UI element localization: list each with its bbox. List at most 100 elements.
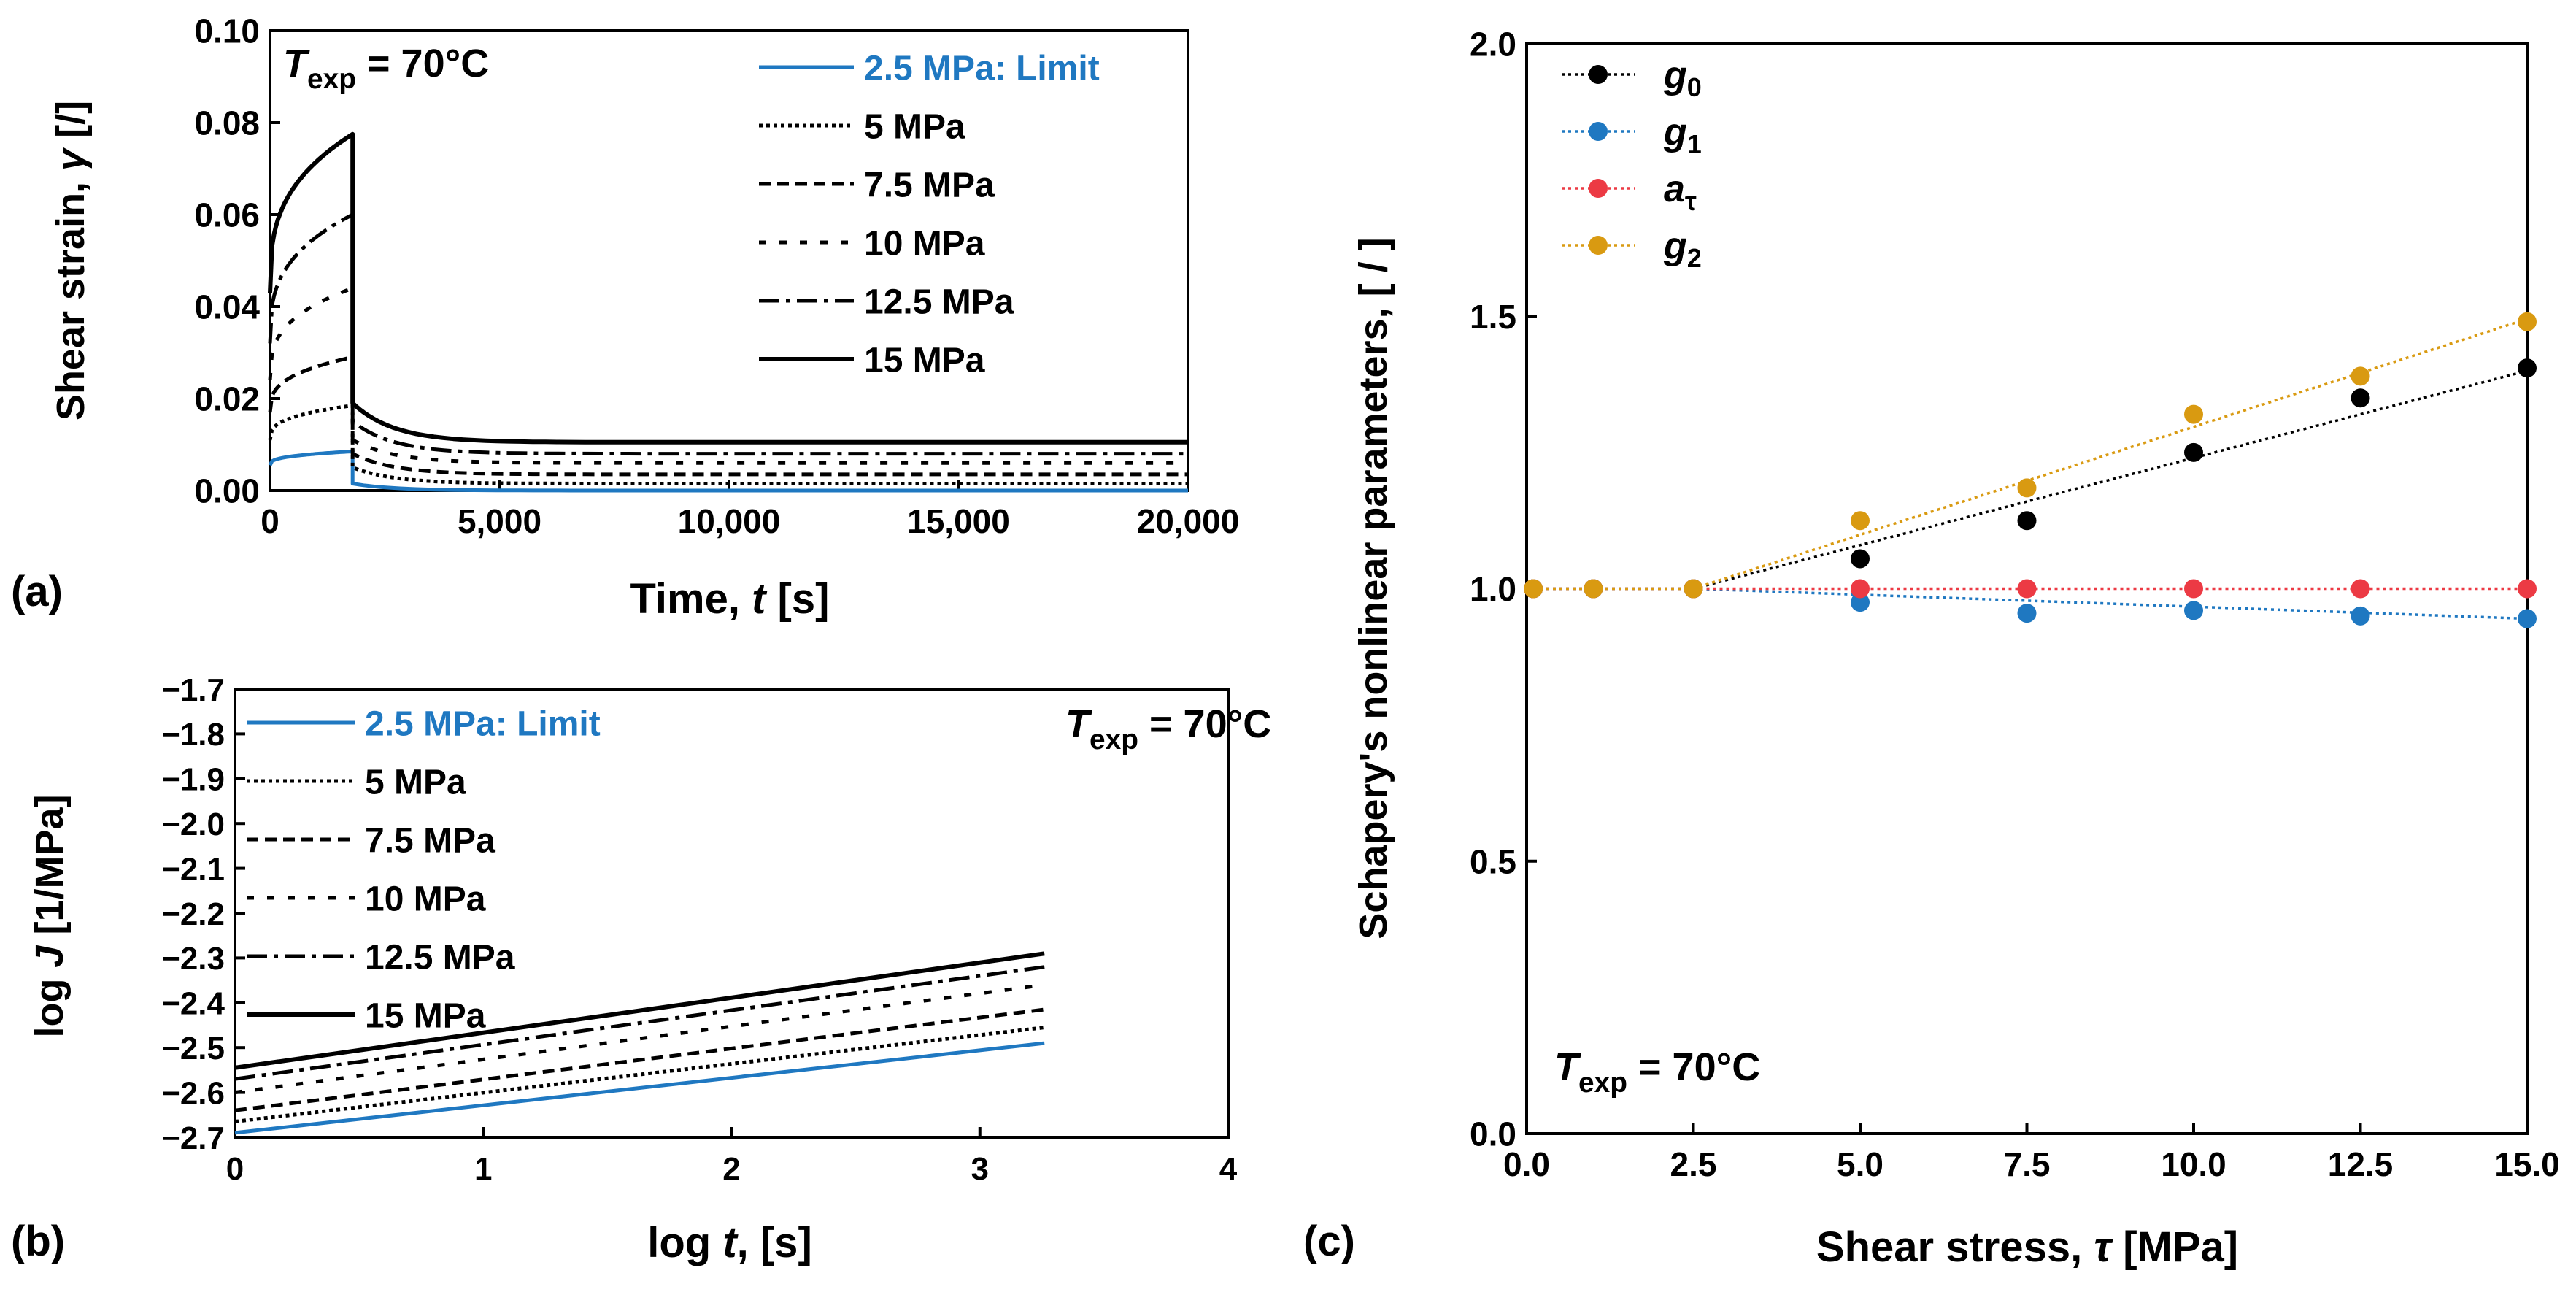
series-line: [234, 1026, 1045, 1123]
series-line: [268, 404, 1188, 485]
y-tick-label: 0.0: [1470, 1115, 1516, 1153]
x-tick-label: 7.5: [2004, 1145, 2051, 1183]
y-axis-label: log J [1/MPa]: [28, 794, 72, 1037]
series-line: [234, 951, 1045, 1070]
data-point: [2351, 366, 2370, 386]
temperature-annotation: Texp = 70°C: [1554, 1045, 1760, 1099]
label-part: t: [752, 575, 768, 623]
y-tick-label: −1.7: [161, 672, 225, 708]
y-tick-label: −2.2: [161, 896, 225, 932]
label-part: Time,: [630, 575, 752, 623]
x-tick-label: 0.0: [1503, 1145, 1550, 1183]
y-tick-label: 1.5: [1470, 298, 1516, 336]
x-tick-label: 20,000: [1137, 502, 1240, 540]
legend-label: 7.5 MPa: [864, 166, 995, 204]
panel-b: 0 1 2 3 4 −2.7 −2.6 −2.5 −2.4 −2.3 −2.2 −2.1 −2.0 −1.…: [11, 672, 1271, 1266]
y-tick-label: 0.5: [1470, 842, 1516, 880]
legend-label: 2.5 MPa: Limit: [864, 49, 1100, 88]
label-part: log: [28, 968, 72, 1038]
x-tick-label: 2.5: [1670, 1145, 1717, 1183]
label-part: = 70°C: [1138, 702, 1271, 746]
series-line: [234, 1007, 1045, 1112]
label-part: [s]: [766, 575, 829, 623]
data-point: [2518, 609, 2537, 628]
x-tick-label: 0: [226, 1151, 244, 1187]
legend-label: 10 MPa: [365, 880, 486, 918]
label-part: [/]: [49, 101, 93, 149]
panel-a: 0 5,000 10,000 15,000 20,000 0.00 0.02 0.04 0.06…: [11, 12, 1239, 623]
legend-label: 15 MPa: [864, 341, 985, 380]
x-tick-label: 0: [261, 502, 279, 540]
legend-label: g2: [1663, 225, 1702, 273]
label-part: = 70°C: [356, 42, 489, 85]
fit-line: [1693, 369, 2528, 591]
x-tick-label: 5.0: [1837, 1145, 1883, 1183]
data-point: [1584, 579, 1603, 599]
label-part: a: [1664, 168, 1685, 210]
label-part: exp: [307, 64, 356, 95]
data-point: [2184, 579, 2203, 599]
y-tick-label: −2.4: [161, 986, 225, 1022]
y-tick-label: 0.04: [194, 288, 260, 326]
data-point: [1524, 579, 1543, 599]
x-tick-label: 5,000: [458, 502, 541, 540]
data-point: [1684, 579, 1703, 599]
label-part: Shear strain,: [49, 171, 93, 420]
legend-label: 5 MPa: [864, 107, 965, 146]
data-point: [2351, 579, 2370, 599]
x-tick-label: 4: [1219, 1151, 1238, 1187]
data-point: [2184, 442, 2203, 462]
x-axis-label: Shear stress, τ [MPa]: [1816, 1223, 2238, 1271]
label-part: = 70°C: [1627, 1045, 1760, 1089]
legend-label: g0: [1663, 54, 1702, 102]
fit-line: [1692, 318, 2528, 591]
data-point: [2518, 579, 2537, 599]
data-point: [1851, 593, 1870, 612]
x-tick-label: 10,000: [678, 502, 781, 540]
y-tick-label: 0.00: [194, 472, 260, 510]
label-part: log: [647, 1219, 722, 1266]
fit-line: [1693, 587, 2528, 620]
legend-label: 10 MPa: [864, 224, 985, 263]
label-part: Shear stress,: [1816, 1223, 2094, 1271]
label-part: T: [1554, 1045, 1581, 1089]
series-line: [268, 450, 1188, 493]
panel-label: (a): [11, 568, 63, 615]
data-point: [2518, 312, 2537, 331]
label-part: t: [722, 1219, 739, 1266]
y-tick-label: −1.8: [161, 717, 225, 753]
label-part: exp: [1090, 724, 1138, 755]
y-tick-label: 0.06: [194, 196, 260, 234]
x-tick-label: 15,000: [907, 502, 1010, 540]
legend-marker: [1589, 65, 1608, 84]
y-tick-label: 0.02: [194, 380, 260, 418]
x-tick-label: 15.0: [2494, 1145, 2560, 1183]
y-tick-label: −2.0: [161, 807, 225, 842]
data-point: [2017, 478, 2037, 498]
data-point: [2351, 606, 2370, 626]
x-tick-label: 1: [474, 1151, 492, 1187]
label-part: exp: [1578, 1067, 1627, 1099]
data-point: [1851, 579, 1870, 599]
series-line: [268, 131, 1188, 445]
label-part: 1: [1687, 129, 1702, 159]
label-part: 2: [1687, 243, 1702, 273]
data-point: [2017, 604, 2037, 623]
plot-frame: [269, 29, 1189, 492]
y-tick-label: 0.10: [194, 12, 260, 50]
y-tick-label: −2.5: [161, 1031, 225, 1066]
panel-label: (b): [11, 1218, 65, 1265]
series-line: [268, 286, 1188, 465]
temperature-annotation: Texp = 70°C: [283, 42, 489, 95]
label-part: τ: [1685, 186, 1697, 216]
data-point: [2351, 388, 2370, 408]
series-line: [234, 1041, 1045, 1135]
x-tick-label: 12.5: [2328, 1145, 2394, 1183]
legend-label: aτ: [1664, 168, 1697, 216]
data-point: [2184, 404, 2203, 424]
data-point: [2184, 601, 2203, 620]
legend-label: 5 MPa: [365, 763, 466, 801]
y-tick-label: 0.08: [194, 104, 260, 142]
panel-c: 0.0 2.5 5.0 7.5 10.0 12.5 15.0 0.0 0.5 1.0 1.5 2.0 g…: [1303, 26, 2560, 1271]
